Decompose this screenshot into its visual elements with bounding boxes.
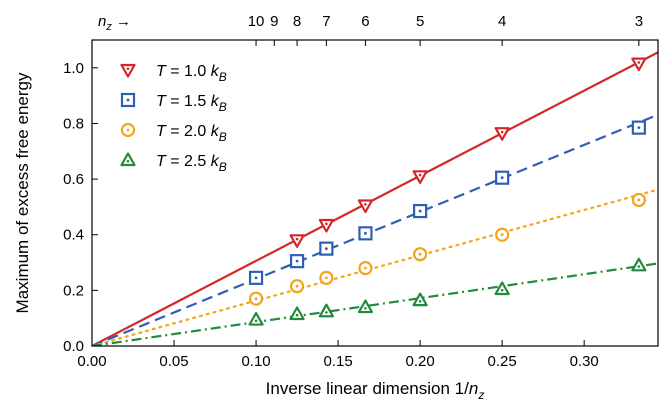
data-point [413,247,428,262]
data-point [494,281,510,296]
plot-area-frame [91,39,659,347]
data-point [120,92,136,108]
top-axis-title-sub: z [105,21,112,33]
x-tick-label: 0.20 [406,353,435,370]
y-tick-label: 0.6 [63,171,84,188]
series-fit-line [92,113,658,346]
x-axis-title: Inverse linear dimension 1/nz [266,379,485,402]
legend-item: T = 2.0 kB [120,122,227,144]
data-point [358,226,373,241]
legend-item: T = 1.5 kB [120,92,227,114]
x-tick-label: 0.25 [488,353,517,370]
y-tick-label: 0.2 [63,282,84,299]
data-point [289,254,305,269]
legend-label-var: T [156,153,167,170]
legend-label: T = 2.5 kB [156,153,227,174]
legend-label-var: T [156,93,167,110]
axis-ticks [91,40,640,347]
top-axis-title: nz → [98,13,131,33]
series-fit-line [92,188,658,346]
y-tick-label: 0.8 [63,115,84,132]
legend-label: T = 1.5 kB [156,93,227,114]
data-point [494,127,510,141]
legend-label-var: T [156,123,167,140]
legend-label-sub: B [219,160,227,174]
data-point [318,303,334,318]
legend-label-sub: B [219,100,227,114]
series-lines [92,51,658,346]
legend-label: T = 2.0 kB [156,123,227,144]
data-point [289,306,305,321]
y-axis-title: Maximum of excess free energy [13,72,32,313]
data-point [495,170,510,185]
x-tick-label: 0.15 [323,353,352,370]
data-point [412,292,428,307]
data-point [358,261,373,276]
legend-label-value: = 2.5 [166,153,211,170]
axis-tick-labels: 0.00 0.05 0.10 0.15 0.20 0.25 0.30 0.0 0.2 0.4 0.6… [63,13,643,370]
x-tick-label: 0.30 [570,353,599,370]
legend-item: T = 1.0 kB [120,63,227,84]
x-axis-title-sub: z [477,388,484,402]
legend-item: T = 2.5 kB [120,152,227,174]
data-point [413,203,428,219]
x-axis-title-var: n [469,379,478,398]
data-point [631,57,647,72]
data-point [631,257,647,272]
data-point [357,299,374,314]
data-point [248,270,264,285]
top-tick-label: 6 [361,13,369,30]
legend-label: T = 1.0 kB [156,63,227,84]
data-point [495,227,510,242]
data-point [357,199,374,214]
x-tick-label: 0.00 [77,353,106,370]
data-point [631,120,646,135]
legend-label-value: = 1.5 [166,93,211,110]
legend-label-value: = 2.0 [166,123,211,140]
series-markers [248,57,647,326]
legend-label-k: k [211,123,220,140]
x-tick-label: 0.10 [241,353,270,370]
y-tick-label: 0.0 [63,338,84,355]
y-tick-label: 1.0 [63,60,84,77]
top-tick-label: 9 [270,13,278,30]
x-tick-label: 0.05 [159,353,188,370]
data-point [289,279,305,294]
data-point [318,218,334,233]
top-tick-label: 5 [416,13,424,30]
legend-label-var: T [156,63,167,80]
legend: T = 1.0 kBT = 1.5 kBT = 2.0 kBT = 2.5 kB [120,63,227,174]
series-fit-line [92,51,658,346]
top-tick-label: 3 [635,13,643,30]
series-fit-line [92,262,658,346]
legend-label-k: k [211,93,220,110]
data-point [248,291,264,306]
top-tick-label: 8 [293,13,301,30]
data-point [631,192,646,208]
data-point [412,170,428,184]
top-axis-title-arrow: → [112,13,131,30]
y-tick-label: 0.4 [63,227,84,244]
top-axis-title-var: n [98,13,106,30]
data-point [120,152,136,167]
legend-label-value: = 1.0 [166,63,211,80]
data-point [120,122,136,138]
top-tick-label: 4 [498,13,506,30]
legend-label-k: k [211,63,220,80]
top-tick-label: 7 [322,13,330,30]
legend-label-sub: B [219,70,227,84]
data-point [120,63,136,78]
data-point [319,241,334,256]
data-point [248,311,264,326]
data-point [319,270,334,285]
legend-label-k: k [211,153,220,170]
top-tick-label: 10 [248,13,265,30]
data-point [289,234,305,248]
legend-label-sub: B [219,130,227,144]
x-axis-title-text: Inverse linear dimension 1/ [266,379,469,398]
